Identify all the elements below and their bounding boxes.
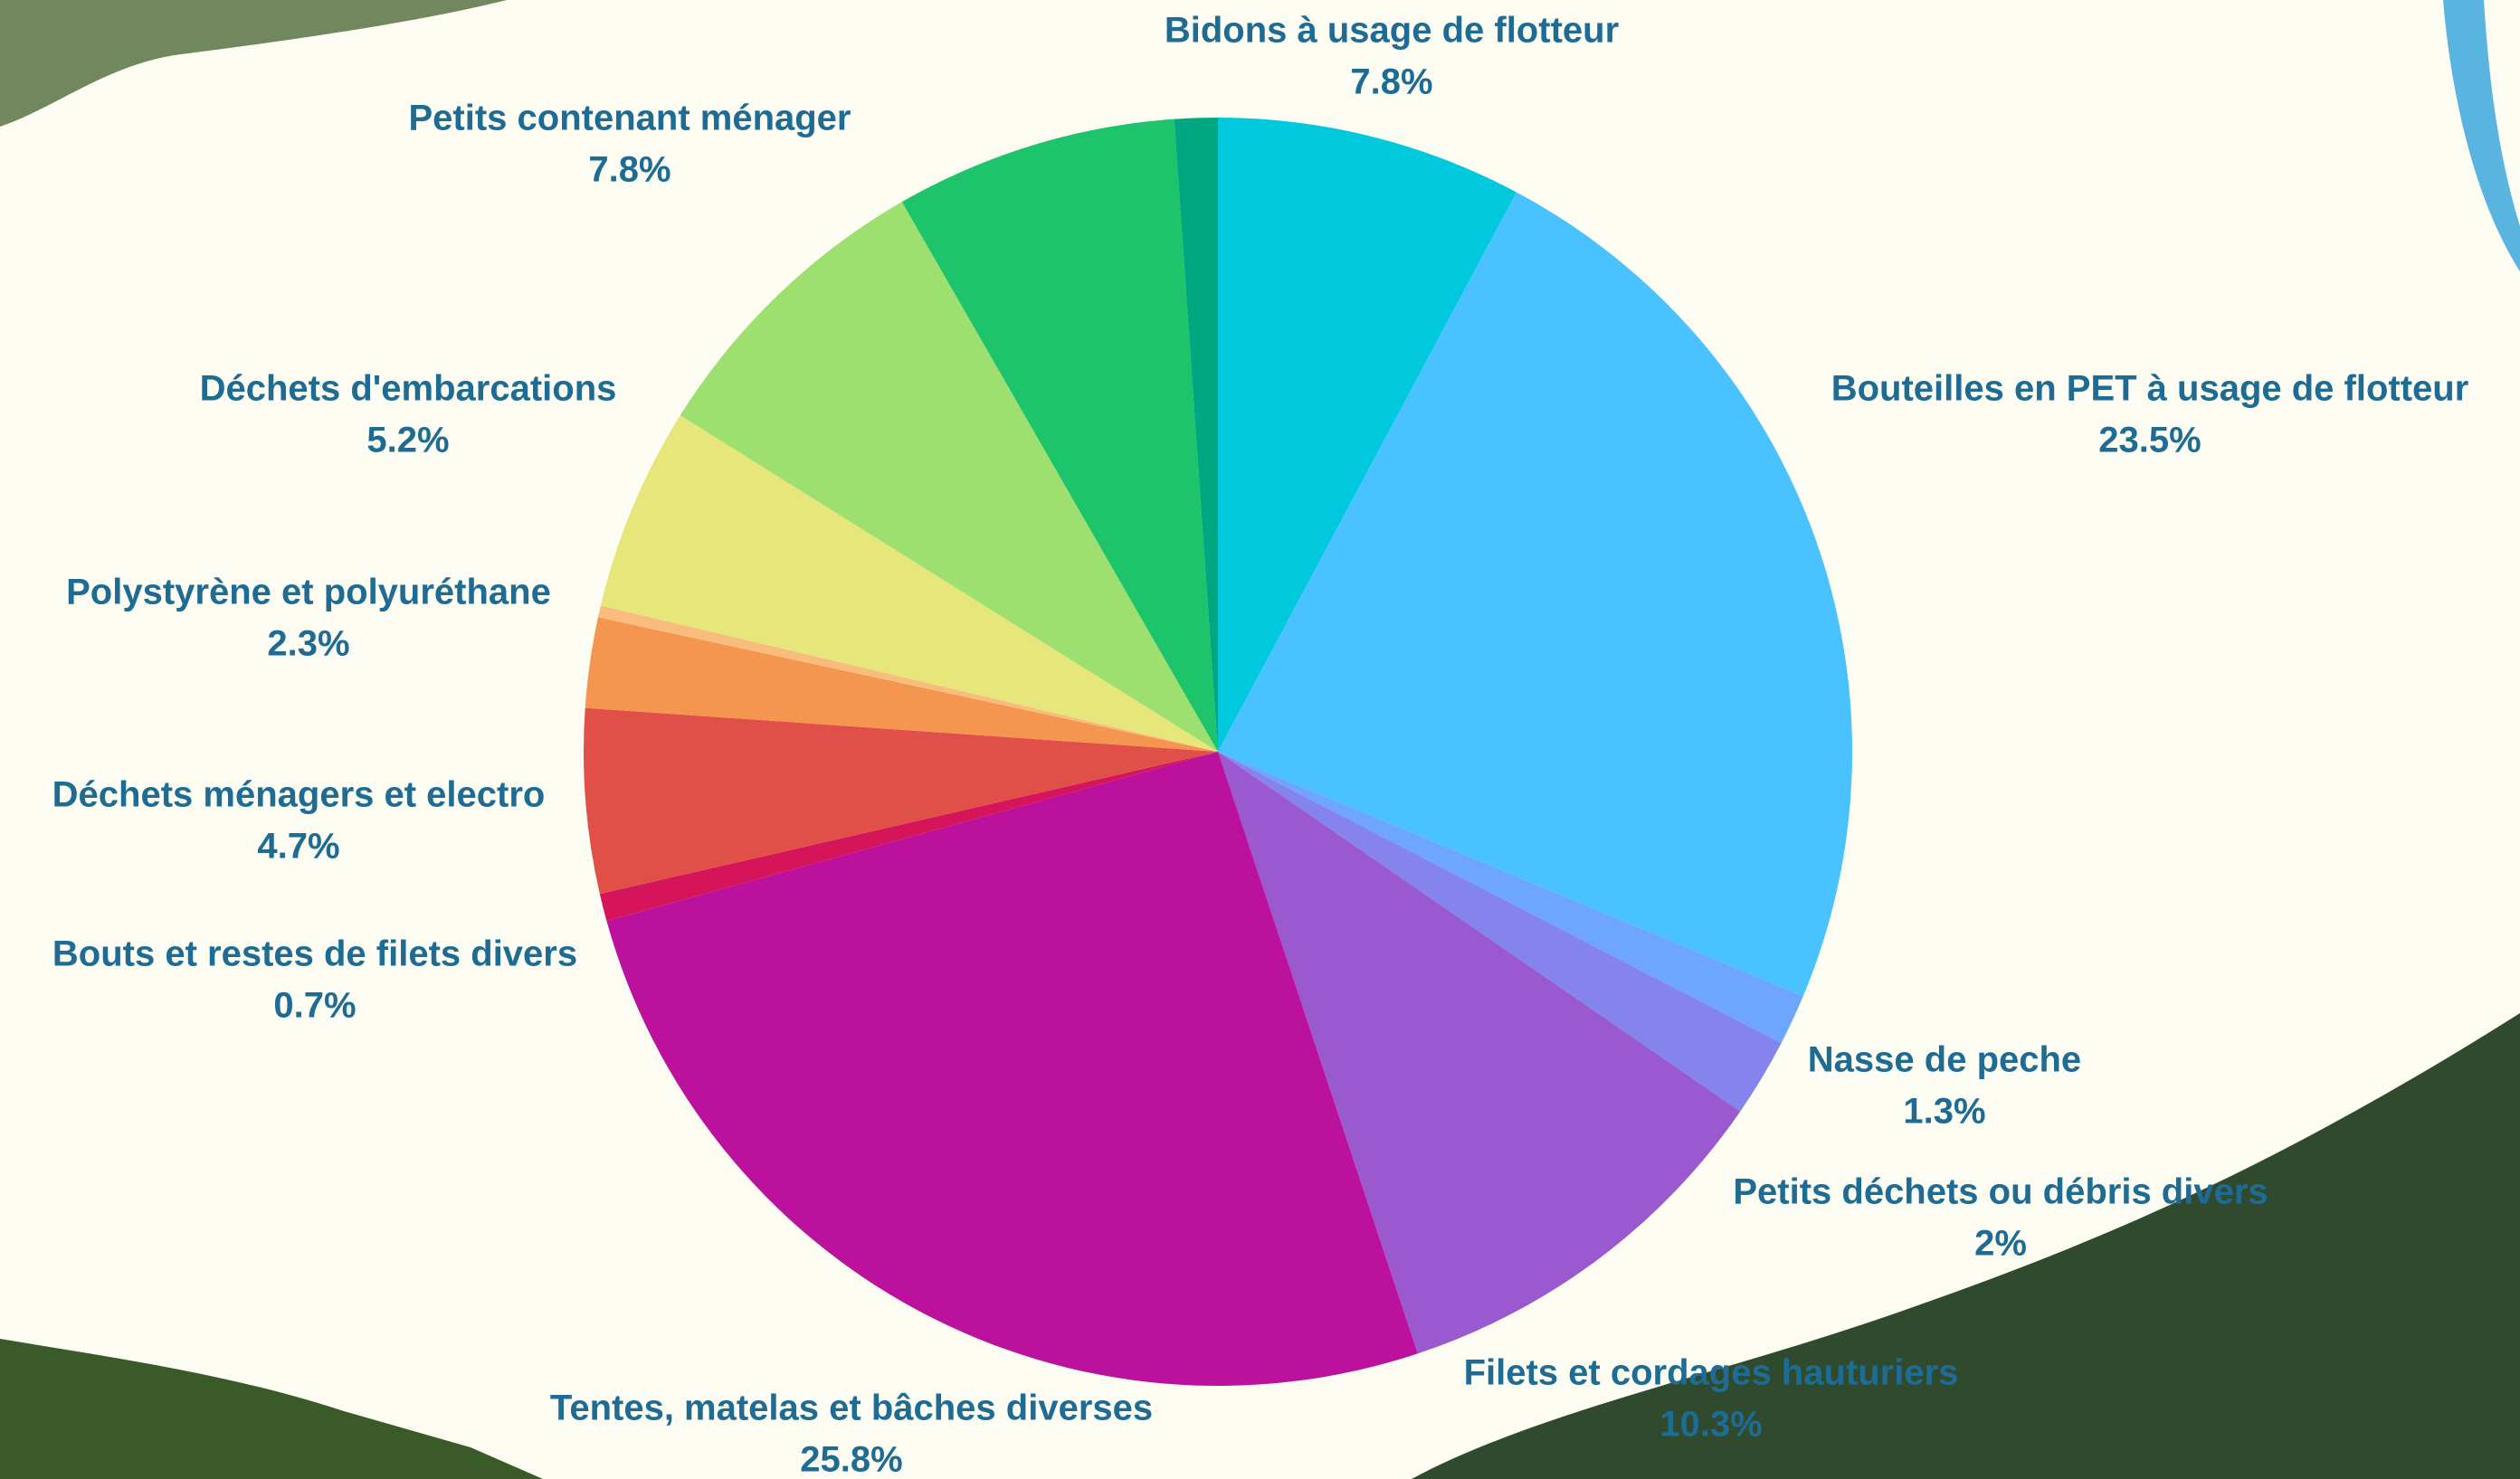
slice-label: Bouts et restes de filets divers	[52, 934, 577, 974]
slice-label: Bouteilles en PET à usage de flotteur	[1831, 369, 2469, 409]
slice-label: Petits déchets ou débris divers	[1733, 1172, 2268, 1212]
pie-slice	[1218, 752, 1782, 1112]
slice-value-label: 7.8%	[588, 150, 670, 190]
slice-value-label: 4.7%	[257, 827, 339, 867]
pie-slice	[1218, 118, 1517, 752]
slice-value-label: 2%	[1974, 1224, 2027, 1264]
slice-label: Déchets ménagers et electro	[52, 775, 546, 815]
pie-slice	[1218, 192, 1852, 997]
slice-value-label: 10.3%	[1659, 1405, 1762, 1445]
slice-label: Filets et cordages hauturiers	[1464, 1353, 1959, 1393]
slice-label: Polystyrène et polyuréthane	[66, 573, 551, 612]
slice-value-label: 7.8%	[1350, 62, 1432, 102]
pie-slice	[606, 752, 1418, 1386]
pie-slice	[1218, 752, 1803, 1044]
slice-label: Nasse de peche	[1808, 1040, 2081, 1080]
slice-label: Tentes, matelas et bâches diverses	[550, 1389, 1153, 1428]
slice-value-label: 23.5%	[2098, 421, 2201, 460]
pie-slice	[600, 415, 1218, 752]
slice-value-label: 1.3%	[1903, 1092, 1985, 1132]
pie-slice	[680, 202, 1218, 752]
slice-value-label: 25.8%	[800, 1440, 902, 1479]
pie-slice	[597, 605, 1218, 752]
slice-value-label: 5.2%	[366, 421, 449, 460]
slice-label: Bidons à usage de flotteur	[1165, 11, 1619, 51]
pie-slice	[1218, 752, 1741, 1354]
slice-label: Déchets d'embarcations	[200, 369, 617, 409]
pie-slice	[901, 119, 1218, 752]
slice-value-label: 0.7%	[273, 986, 356, 1026]
slice-label: Petits contenant ménager	[408, 99, 851, 138]
pie-slice	[585, 617, 1218, 752]
slice-value-label: 2.3%	[267, 624, 349, 664]
pie-slice	[599, 752, 1218, 922]
pie-slice	[584, 707, 1218, 895]
pie-slice	[1174, 118, 1218, 752]
